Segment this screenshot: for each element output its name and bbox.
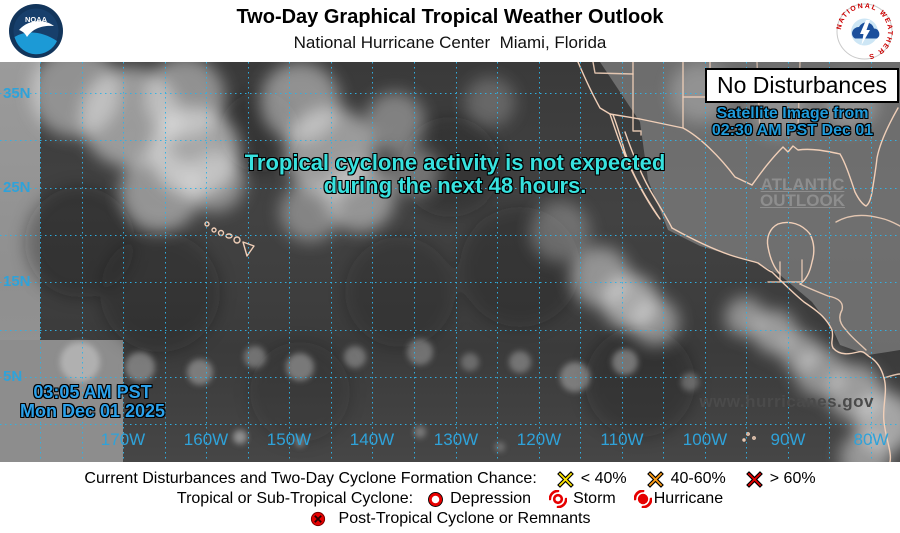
legend-row-cyclone: Tropical or Sub-Tropical Cyclone: Depres… [0, 489, 900, 509]
grid-line-vertical [787, 62, 789, 462]
x-marker-yellow-icon [556, 470, 574, 488]
grid-line-vertical [247, 62, 249, 462]
lon-label-150w: 150W [266, 430, 312, 449]
grid-line-horizontal [0, 234, 900, 236]
satellite-caption-line2: 02:30 AM PST Dec 01 [711, 122, 874, 139]
cloud-texture [30, 62, 900, 462]
header: NOAA Two-Day Graphical Tropical Weather … [0, 0, 900, 62]
lon-label-140w: 140W [349, 430, 395, 449]
legend-depression-label: Depression [450, 490, 532, 507]
depression-circle-icon [428, 491, 444, 507]
legend-row-chance: Current Disturbances and Two-Day Cyclone… [0, 469, 900, 489]
post-tropical-circle-x-icon [310, 511, 325, 527]
grid-line-vertical [81, 62, 83, 462]
website-watermark: www.hurricanes.gov [699, 392, 874, 411]
grid-line-vertical [40, 62, 41, 462]
outlook-message-line2: during the next 48 hours. [323, 173, 587, 198]
grid-line-vertical [330, 62, 332, 462]
grid-line-vertical [413, 62, 415, 462]
grid-line-vertical [372, 62, 374, 462]
grid-line-vertical [621, 62, 623, 462]
issuance-timestamp: 03:05 AM PST Mon Dec 01 2025 [10, 383, 175, 421]
grid-line-vertical [704, 62, 706, 462]
lat-label-25n: 25N [3, 179, 31, 196]
legend-row-post-tropical: Post-Tropical Cyclone or Remnants [0, 509, 900, 529]
legend-chance-40-60: 40-60% [670, 470, 726, 487]
legend-cyclone-label: Tropical or Sub-Tropical Cyclone: [176, 490, 414, 507]
grid-line-vertical [871, 62, 872, 462]
lon-label-110w: 110W [600, 430, 644, 449]
status-box: No Disturbances [705, 68, 899, 103]
outlook-message-line1: Tropical cyclone activity is not expecte… [244, 150, 666, 175]
x-marker-orange-icon [646, 470, 664, 488]
grid-line-vertical [538, 62, 540, 462]
legend-chance-gt60: > 60% [769, 470, 816, 487]
grid-line-vertical [580, 62, 582, 462]
grid-line-vertical [663, 62, 665, 462]
legend-storm-label: Storm [573, 490, 616, 507]
hurricane-spiral-icon [633, 490, 652, 508]
grid-line-horizontal [0, 329, 900, 331]
grid-line-vertical [455, 62, 457, 462]
grid-line-horizontal [0, 424, 900, 426]
timestamp-line1: 03:05 AM PST [33, 382, 152, 402]
storm-spiral-icon [549, 490, 568, 508]
page-title: Two-Day Graphical Tropical Weather Outlo… [236, 6, 664, 28]
lat-label-15n: 15N [3, 273, 31, 290]
lon-label-80w: 80W [853, 430, 889, 449]
x-marker-red-icon [745, 470, 763, 488]
grid-line-vertical [829, 62, 831, 462]
grid-line-horizontal [0, 187, 900, 189]
outlook-message: Tropical cyclone activity is not expecte… [105, 151, 805, 197]
lon-label-90w: 90W [770, 430, 806, 449]
legend: Current Disturbances and Two-Day Cyclone… [0, 462, 900, 533]
timestamp-line2: Mon Dec 01 2025 [19, 401, 166, 421]
legend-post-tropical-label: Post-Tropical Cyclone or Remnants [338, 510, 591, 527]
legend-chance-lt40: < 40% [580, 470, 627, 487]
grid-line-horizontal [0, 282, 900, 284]
lon-label-170w: 170W [100, 430, 146, 449]
nws-logo: NATIONAL WEATHER SERVICE [836, 3, 893, 60]
atlantic-outlook-line1: ATLANTIC [760, 175, 845, 194]
grid-line-vertical [123, 62, 125, 462]
grid-line-vertical [164, 62, 166, 462]
lon-label-130w: 130W [433, 430, 479, 449]
lat-label-35n: 35N [3, 85, 31, 102]
grid-line-horizontal [0, 376, 900, 378]
atlantic-outlook-line2: OUTLOOK [760, 191, 845, 210]
grid-line-vertical [497, 62, 499, 462]
satellite-imagery [25, 62, 900, 462]
lon-label-120w: 120W [516, 430, 562, 449]
lon-label-160w: 160W [183, 430, 229, 449]
grid-line-vertical [746, 62, 748, 462]
legend-chance-label: Current Disturbances and Two-Day Cyclone… [84, 470, 537, 487]
page-subtitle: National Hurricane Center Miami, Florida [293, 33, 607, 52]
lon-label-100w: 100W [682, 430, 728, 449]
atlantic-lighter-region [600, 62, 900, 355]
satellite-map: 35N 25N 15N 5N 170W 160W 150W 140W 130W … [0, 62, 900, 462]
noaa-logo: NOAA [9, 4, 63, 58]
grid-line-vertical [206, 62, 208, 462]
legend-hurricane-label: Hurricane [653, 490, 724, 507]
atlantic-outlook-link[interactable]: ATLANTIC OUTLOOK [760, 175, 845, 210]
grid-line-horizontal [0, 93, 900, 94]
svg-text:NOAA: NOAA [25, 15, 48, 24]
grid-line-vertical [289, 62, 291, 462]
satellite-caption-line1: Satellite Image from [716, 105, 869, 122]
satellite-caption: Satellite Image from 02:30 AM PST Dec 01 [700, 105, 885, 139]
lat-label-5n: 5N [3, 368, 23, 385]
grid-line-horizontal [0, 140, 900, 142]
